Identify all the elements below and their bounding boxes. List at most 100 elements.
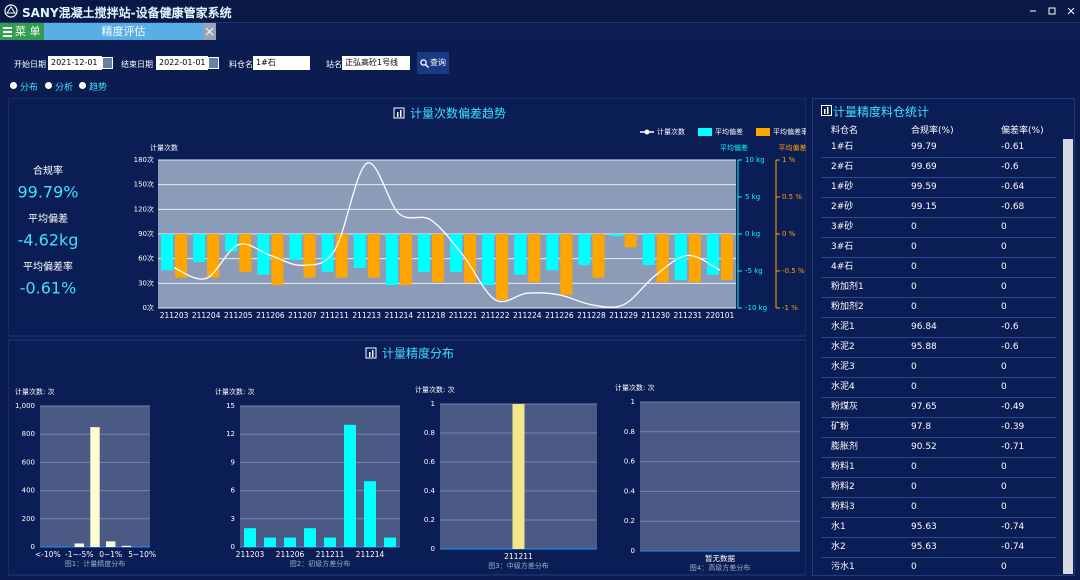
bar bbox=[514, 234, 527, 275]
radio[interactable] bbox=[79, 82, 86, 89]
table-row: 水泥2 95.88 -0.6 bbox=[821, 337, 1056, 358]
y-axis-title: 计量次数: 次 bbox=[615, 383, 655, 392]
bar bbox=[482, 234, 495, 286]
table-row: 污水1 0 0 bbox=[821, 557, 1056, 575]
calendar-icon[interactable] bbox=[102, 57, 113, 69]
table-cell: 4#石 bbox=[831, 262, 854, 272]
table-row: 粉料2 0 0 bbox=[821, 477, 1056, 498]
bar bbox=[264, 537, 276, 547]
x-tick-label: 5~10% bbox=[128, 550, 156, 559]
chart-caption: 图3：中级方差分布 bbox=[488, 561, 548, 570]
table-row: 3#砂 0 0 bbox=[821, 217, 1056, 238]
y-tick-label: 90次 bbox=[138, 229, 154, 238]
x-tick-label: 211221 bbox=[449, 311, 478, 320]
column-header: 合规率(%) bbox=[911, 126, 954, 136]
section-title: 计量精度分布 bbox=[382, 346, 454, 361]
plot-area bbox=[640, 402, 800, 551]
table-cell: 0 bbox=[911, 562, 917, 572]
bar bbox=[399, 234, 412, 286]
radio-label[interactable]: 趋势 bbox=[89, 83, 108, 93]
x-tick-label: 211211 bbox=[316, 550, 345, 559]
table-cell: 95.63 bbox=[911, 522, 937, 532]
station-select[interactable]: 正弘高砼1号线 bbox=[342, 56, 410, 70]
table-row: 粉加剂1 0 0 bbox=[821, 277, 1056, 298]
bar bbox=[384, 537, 396, 547]
table-cell: 0 bbox=[1001, 242, 1007, 252]
y-tick-label: 60次 bbox=[138, 254, 154, 263]
table-cell: 矿粉 bbox=[831, 422, 850, 432]
y-tick-label: 9 bbox=[231, 458, 235, 466]
y2-tick-label: 0 kg bbox=[745, 230, 760, 238]
stat-label: 平均偏差率 bbox=[23, 260, 73, 273]
table-row: 膨胀剂 90.52 -0.71 bbox=[821, 437, 1056, 458]
legend-swatch bbox=[698, 128, 712, 136]
table-cell: -0.6 bbox=[1001, 322, 1019, 332]
y3-tick-label: 1 % bbox=[782, 156, 796, 164]
table-cell: 0 bbox=[1001, 282, 1007, 292]
bar bbox=[90, 427, 100, 547]
table-cell: 0 bbox=[911, 222, 917, 232]
y-tick-label: 0.4 bbox=[624, 487, 636, 495]
window-controls[interactable] bbox=[1020, 5, 1076, 17]
date-input[interactable]: 2022-01-01 bbox=[156, 56, 208, 70]
table-row: 粉加剂2 0 0 bbox=[821, 297, 1056, 318]
y-tick-label: 0 bbox=[431, 545, 435, 553]
y-axis-title: 计量次数: 次 bbox=[15, 387, 55, 396]
table-row: 粉料1 0 0 bbox=[821, 457, 1056, 478]
legend-label: 平均偏差率 bbox=[773, 127, 806, 136]
bar bbox=[324, 537, 336, 547]
table-cell: 水泥3 bbox=[831, 362, 855, 372]
y-tick-label: 1,000 bbox=[15, 402, 35, 410]
query-button[interactable]: 查询 bbox=[417, 52, 449, 74]
y-tick-label: 150次 bbox=[134, 180, 154, 189]
x-tick-label: 211231 bbox=[674, 311, 703, 320]
menu-button[interactable]: 菜 单 bbox=[0, 23, 44, 40]
radio[interactable] bbox=[45, 82, 52, 89]
menu-label: 菜 单 bbox=[15, 25, 41, 38]
bar bbox=[289, 234, 302, 260]
table-cell: 90.52 bbox=[911, 442, 937, 452]
radio[interactable] bbox=[10, 82, 17, 89]
table-cell: 1#石 bbox=[831, 142, 854, 152]
table-cell: -0.74 bbox=[1001, 542, 1025, 552]
scrollbar[interactable] bbox=[1063, 139, 1073, 574]
bar bbox=[720, 234, 733, 280]
table-cell: 水泥2 bbox=[831, 342, 855, 352]
table-cell: 97.65 bbox=[911, 402, 937, 412]
table-cell: 0 bbox=[911, 502, 917, 512]
stat-value: -4.62kg bbox=[18, 231, 79, 250]
y-axis-title: 计量次数 bbox=[150, 143, 178, 152]
table-cell: 97.8 bbox=[911, 422, 932, 432]
bar bbox=[624, 234, 637, 248]
y-tick-label: 0.6 bbox=[424, 458, 436, 466]
chart-icon bbox=[821, 105, 832, 116]
date-input[interactable]: 2021-12-01 bbox=[48, 56, 102, 70]
tab[interactable]: 精度评估 bbox=[44, 23, 203, 40]
tab-close[interactable] bbox=[203, 23, 216, 40]
y3-axis-title: 平均偏差率 bbox=[779, 143, 807, 152]
column-header: 偏差率(%) bbox=[1001, 126, 1044, 136]
x-tick-label: 0~1% bbox=[99, 550, 122, 559]
calendar-icon[interactable] bbox=[208, 57, 219, 69]
bin-select[interactable]: 1#石 bbox=[253, 56, 310, 70]
y3-tick-label: 0 % bbox=[782, 230, 796, 238]
table-row: 矿粉 97.8 -0.39 bbox=[821, 417, 1056, 438]
bar bbox=[193, 234, 206, 263]
table-cell: 0 bbox=[1001, 302, 1007, 312]
table-cell: 99.79 bbox=[911, 142, 937, 152]
radio-label[interactable]: 分析 bbox=[55, 83, 74, 93]
table-cell: 0 bbox=[911, 282, 917, 292]
charts: 计量次数偏差趋势 计量精度分布 合规率 99.79% 平均偏差 -4.62kg … bbox=[8, 98, 806, 576]
x-tick-label: 211214 bbox=[356, 550, 385, 559]
table-cell: 粉煤灰 bbox=[831, 402, 859, 412]
radio-label[interactable]: 分布 bbox=[20, 83, 39, 93]
stat-value: -0.61% bbox=[20, 279, 77, 298]
line bbox=[173, 162, 721, 308]
filter-label: 料仓名 bbox=[229, 60, 253, 69]
table-row: 水2 95.63 -0.74 bbox=[821, 537, 1056, 558]
table-row: 1#砂 99.59 -0.64 bbox=[821, 177, 1056, 198]
bar bbox=[417, 234, 430, 272]
table-cell: 污水1 bbox=[831, 562, 855, 572]
x-tick-label: 211222 bbox=[481, 311, 510, 320]
bar bbox=[688, 234, 701, 283]
